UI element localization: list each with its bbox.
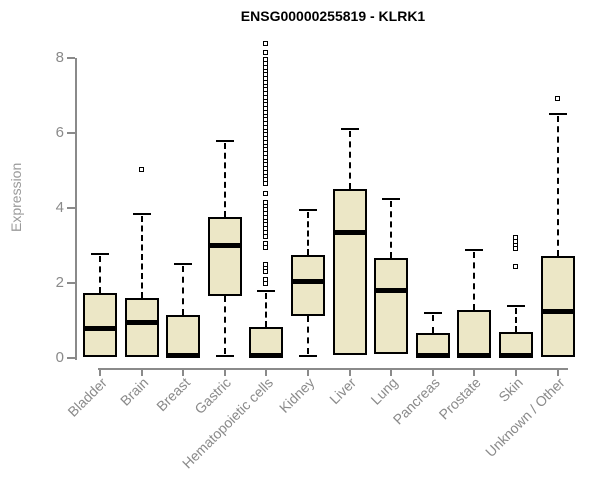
x-tick [265, 368, 268, 376]
upper-whisker-cap-breast [174, 263, 193, 266]
upper-whisker-bladder [99, 256, 101, 294]
median-line-liver [332, 229, 367, 235]
boxplot-box-unknown-other [540, 255, 575, 357]
boxplot-box-prostate [457, 310, 492, 357]
upper-whisker-cap-lung [382, 198, 401, 200]
x-tick-label-skin: Skin [495, 374, 526, 405]
y-tick-label: 8 [55, 49, 64, 66]
upper-whisker-cap-brain [132, 212, 151, 215]
lower-whisker-kidney [307, 316, 309, 355]
x-tick [182, 368, 185, 376]
upper-whisker-cap-gastric [215, 140, 234, 143]
y-tick [67, 207, 75, 209]
median-line-breast [166, 352, 201, 358]
x-tick-label-breast: Breast [152, 374, 193, 415]
y-tick-label: 6 [55, 124, 64, 141]
x-tick-label-bladder: Bladder [64, 374, 110, 420]
y-tick [67, 357, 75, 359]
x-tick [140, 368, 143, 376]
y-tick-label: 2 [55, 274, 64, 291]
upper-whisker-cap-skin [507, 305, 525, 308]
y-tick [67, 57, 75, 59]
x-tick-label-prostate: Prostate [435, 374, 485, 423]
x-axis-line [98, 368, 568, 370]
upper-whisker-lung [390, 201, 393, 258]
outlier-point-hematopoietic-cells [263, 269, 269, 275]
x-tick [473, 368, 476, 376]
upper-whisker-cap-liver [340, 128, 359, 131]
upper-whisker-cap-bladder [91, 253, 109, 256]
upper-whisker-liver [348, 131, 351, 189]
outlier-point-hematopoietic-cells [263, 49, 269, 55]
median-line-unknown-other [540, 308, 575, 314]
outlier-point-brain [138, 167, 144, 173]
upper-whisker-breast [182, 266, 185, 315]
median-line-brain [124, 319, 159, 325]
boxplot-box-breast [166, 314, 201, 357]
boxplot-box-liver [332, 188, 367, 355]
x-tick [390, 368, 393, 376]
median-line-lung [374, 287, 409, 293]
y-tick-label: 4 [55, 199, 64, 216]
boxplot-box-gastric [207, 217, 242, 297]
upper-whisker-cap-unknown-other [548, 113, 567, 116]
x-tick [348, 368, 351, 376]
x-tick-label-liver: Liver [326, 374, 360, 408]
boxplot-box-brain [124, 298, 159, 357]
median-line-pancreas [415, 352, 450, 358]
lower-whisker-gastric [223, 296, 226, 355]
boxplot-box-lung [374, 257, 409, 355]
upper-whisker-cap-kidney [299, 208, 317, 211]
y-axis-line [75, 58, 77, 360]
upper-whisker-cap-hematopoietic-cells [257, 289, 276, 292]
upper-whisker-unknown-other [556, 116, 559, 256]
x-tick [223, 368, 226, 376]
upper-whisker-cap-prostate [465, 249, 484, 251]
x-tick-label-unknown-other: Unknown / Other [481, 374, 568, 460]
upper-whisker-gastric [223, 143, 226, 217]
upper-whisker-kidney [307, 211, 309, 255]
median-line-bladder [83, 325, 117, 331]
x-tick-label-brain: Brain [116, 374, 152, 409]
boxplot-box-hematopoietic-cells [249, 326, 284, 357]
lower-whisker-cap-kidney [299, 355, 317, 358]
x-tick [307, 368, 309, 376]
upper-whisker-hematopoietic-cells [265, 292, 268, 327]
y-tick-label: 0 [55, 349, 64, 366]
upper-whisker-brain [140, 215, 143, 298]
outlier-point-skin [513, 234, 518, 240]
outlier-point-hematopoietic-cells [263, 233, 269, 239]
outlier-point-hematopoietic-cells [263, 181, 269, 187]
y-axis-label: Expression [8, 162, 24, 232]
lower-whisker-cap-gastric [215, 355, 234, 358]
x-tick [431, 368, 434, 376]
upper-whisker-pancreas [431, 314, 434, 333]
outlier-point-hematopoietic-cells [263, 280, 269, 286]
x-tick-label-kidney: Kidney [276, 374, 318, 416]
x-tick [99, 368, 101, 376]
outlier-point-skin [513, 264, 518, 270]
boxplot-box-bladder [83, 293, 117, 357]
outlier-point-hematopoietic-cells [263, 190, 269, 196]
median-line-hematopoietic-cells [249, 352, 284, 358]
upper-whisker-cap-pancreas [423, 311, 442, 314]
median-line-prostate [457, 352, 492, 358]
boxplot-box-kidney [291, 254, 325, 316]
outlier-point-hematopoietic-cells [263, 244, 269, 250]
x-tick [515, 368, 517, 376]
x-tick-label-lung: Lung [367, 374, 401, 408]
y-tick [67, 132, 75, 134]
y-tick [67, 282, 75, 284]
upper-whisker-prostate [473, 252, 476, 311]
outlier-point-unknown-other [554, 95, 560, 101]
chart-title: ENSG00000255819 - KLRK1 [240, 8, 426, 24]
outlier-point-hematopoietic-cells [263, 40, 269, 46]
median-line-gastric [207, 243, 242, 248]
median-line-skin [499, 352, 533, 358]
x-tick [556, 368, 559, 376]
median-line-kidney [291, 278, 325, 284]
upper-whisker-skin [515, 308, 517, 332]
